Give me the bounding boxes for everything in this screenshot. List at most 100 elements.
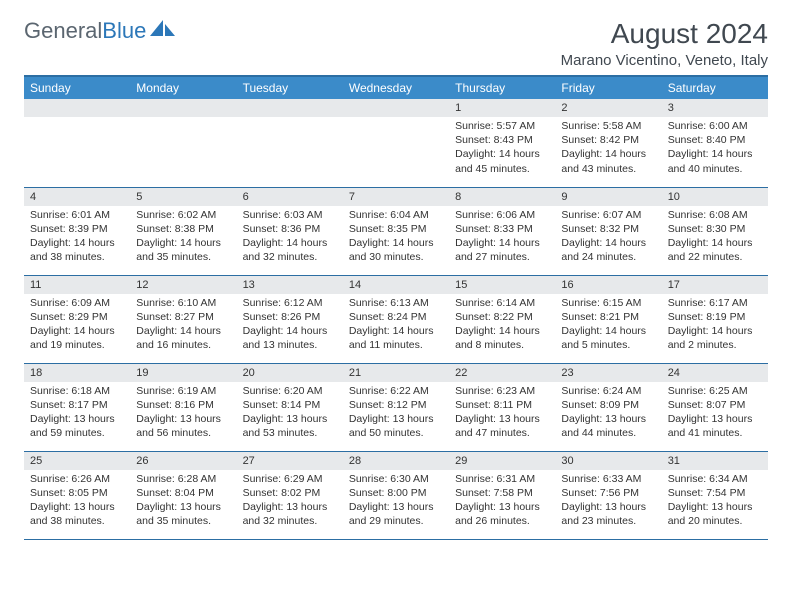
daylight-text: Daylight: 13 hours and 56 minutes. [136, 412, 230, 440]
day-cell: 31Sunrise: 6:34 AMSunset: 7:54 PMDayligh… [662, 451, 768, 539]
day-number: 28 [343, 452, 449, 470]
daylight-text: Daylight: 14 hours and 8 minutes. [455, 324, 549, 352]
day-number [237, 99, 343, 117]
day-number: 21 [343, 364, 449, 382]
day-cell: 13Sunrise: 6:12 AMSunset: 8:26 PMDayligh… [237, 275, 343, 363]
day-cell: 6Sunrise: 6:03 AMSunset: 8:36 PMDaylight… [237, 187, 343, 275]
day-cell: 2Sunrise: 5:58 AMSunset: 8:42 PMDaylight… [555, 99, 661, 187]
day-number: 12 [130, 276, 236, 294]
sunrise-text: Sunrise: 6:04 AM [349, 208, 443, 222]
sunrise-text: Sunrise: 6:07 AM [561, 208, 655, 222]
day-data: Sunrise: 6:29 AMSunset: 8:02 PMDaylight:… [237, 470, 343, 533]
sunset-text: Sunset: 8:19 PM [668, 310, 762, 324]
day-number: 20 [237, 364, 343, 382]
weekday-header-row: Sunday Monday Tuesday Wednesday Thursday… [24, 76, 768, 99]
day-data: Sunrise: 5:58 AMSunset: 8:42 PMDaylight:… [555, 117, 661, 180]
day-cell: 8Sunrise: 6:06 AMSunset: 8:33 PMDaylight… [449, 187, 555, 275]
day-number [130, 99, 236, 117]
day-data: Sunrise: 6:12 AMSunset: 8:26 PMDaylight:… [237, 294, 343, 357]
day-cell: 25Sunrise: 6:26 AMSunset: 8:05 PMDayligh… [24, 451, 130, 539]
title-block: August 2024 Marano Vicentino, Veneto, It… [561, 18, 768, 69]
day-cell: 17Sunrise: 6:17 AMSunset: 8:19 PMDayligh… [662, 275, 768, 363]
sunrise-text: Sunrise: 6:20 AM [243, 384, 337, 398]
day-number: 22 [449, 364, 555, 382]
day-number [24, 99, 130, 117]
day-cell: 21Sunrise: 6:22 AMSunset: 8:12 PMDayligh… [343, 363, 449, 451]
col-wednesday: Wednesday [343, 76, 449, 99]
daylight-text: Daylight: 14 hours and 19 minutes. [30, 324, 124, 352]
sunrise-text: Sunrise: 6:03 AM [243, 208, 337, 222]
day-cell: 30Sunrise: 6:33 AMSunset: 7:56 PMDayligh… [555, 451, 661, 539]
location-label: Marano Vicentino, Veneto, Italy [561, 52, 768, 69]
day-data: Sunrise: 6:33 AMSunset: 7:56 PMDaylight:… [555, 470, 661, 533]
day-data: Sunrise: 6:00 AMSunset: 8:40 PMDaylight:… [662, 117, 768, 180]
sunset-text: Sunset: 8:21 PM [561, 310, 655, 324]
daylight-text: Daylight: 13 hours and 20 minutes. [668, 500, 762, 528]
day-data: Sunrise: 6:10 AMSunset: 8:27 PMDaylight:… [130, 294, 236, 357]
day-number: 15 [449, 276, 555, 294]
week-row: 1Sunrise: 5:57 AMSunset: 8:43 PMDaylight… [24, 99, 768, 187]
sunset-text: Sunset: 8:38 PM [136, 222, 230, 236]
sunrise-text: Sunrise: 6:23 AM [455, 384, 549, 398]
day-number: 31 [662, 452, 768, 470]
sunset-text: Sunset: 8:33 PM [455, 222, 549, 236]
sunset-text: Sunset: 8:39 PM [30, 222, 124, 236]
day-cell [24, 99, 130, 187]
day-cell: 28Sunrise: 6:30 AMSunset: 8:00 PMDayligh… [343, 451, 449, 539]
sail-icon [150, 18, 176, 44]
daylight-text: Daylight: 14 hours and 11 minutes. [349, 324, 443, 352]
sunset-text: Sunset: 8:14 PM [243, 398, 337, 412]
sunrise-text: Sunrise: 5:58 AM [561, 119, 655, 133]
brand-part1: General [24, 18, 102, 44]
sunrise-text: Sunrise: 6:14 AM [455, 296, 549, 310]
brand-part2: Blue [102, 18, 146, 44]
day-cell: 12Sunrise: 6:10 AMSunset: 8:27 PMDayligh… [130, 275, 236, 363]
sunset-text: Sunset: 8:11 PM [455, 398, 549, 412]
day-cell [130, 99, 236, 187]
day-cell: 9Sunrise: 6:07 AMSunset: 8:32 PMDaylight… [555, 187, 661, 275]
day-cell: 24Sunrise: 6:25 AMSunset: 8:07 PMDayligh… [662, 363, 768, 451]
week-row: 25Sunrise: 6:26 AMSunset: 8:05 PMDayligh… [24, 451, 768, 539]
day-data: Sunrise: 6:08 AMSunset: 8:30 PMDaylight:… [662, 206, 768, 269]
day-number: 8 [449, 188, 555, 206]
day-cell: 19Sunrise: 6:19 AMSunset: 8:16 PMDayligh… [130, 363, 236, 451]
calendar-page: GeneralBlue August 2024 Marano Vicentino… [0, 0, 792, 552]
daylight-text: Daylight: 13 hours and 38 minutes. [30, 500, 124, 528]
day-data: Sunrise: 6:34 AMSunset: 7:54 PMDaylight:… [662, 470, 768, 533]
day-cell [237, 99, 343, 187]
daylight-text: Daylight: 13 hours and 44 minutes. [561, 412, 655, 440]
day-data: Sunrise: 6:04 AMSunset: 8:35 PMDaylight:… [343, 206, 449, 269]
day-data: Sunrise: 6:17 AMSunset: 8:19 PMDaylight:… [662, 294, 768, 357]
sunset-text: Sunset: 8:36 PM [243, 222, 337, 236]
sunrise-text: Sunrise: 6:18 AM [30, 384, 124, 398]
day-data: Sunrise: 6:02 AMSunset: 8:38 PMDaylight:… [130, 206, 236, 269]
sunrise-text: Sunrise: 6:19 AM [136, 384, 230, 398]
daylight-text: Daylight: 13 hours and 47 minutes. [455, 412, 549, 440]
daylight-text: Daylight: 14 hours and 40 minutes. [668, 147, 762, 175]
daylight-text: Daylight: 14 hours and 30 minutes. [349, 236, 443, 264]
day-cell: 4Sunrise: 6:01 AMSunset: 8:39 PMDaylight… [24, 187, 130, 275]
week-row: 11Sunrise: 6:09 AMSunset: 8:29 PMDayligh… [24, 275, 768, 363]
day-number: 7 [343, 188, 449, 206]
sunset-text: Sunset: 8:43 PM [455, 133, 549, 147]
day-data: Sunrise: 6:31 AMSunset: 7:58 PMDaylight:… [449, 470, 555, 533]
col-sunday: Sunday [24, 76, 130, 99]
sunrise-text: Sunrise: 6:24 AM [561, 384, 655, 398]
day-data: Sunrise: 6:24 AMSunset: 8:09 PMDaylight:… [555, 382, 661, 445]
day-data: Sunrise: 6:18 AMSunset: 8:17 PMDaylight:… [24, 382, 130, 445]
col-monday: Monday [130, 76, 236, 99]
sunrise-text: Sunrise: 6:08 AM [668, 208, 762, 222]
day-data: Sunrise: 6:30 AMSunset: 8:00 PMDaylight:… [343, 470, 449, 533]
daylight-text: Daylight: 13 hours and 32 minutes. [243, 500, 337, 528]
col-thursday: Thursday [449, 76, 555, 99]
sunrise-text: Sunrise: 6:15 AM [561, 296, 655, 310]
day-data: Sunrise: 6:15 AMSunset: 8:21 PMDaylight:… [555, 294, 661, 357]
header: GeneralBlue August 2024 Marano Vicentino… [24, 18, 768, 69]
day-number: 3 [662, 99, 768, 117]
day-data: Sunrise: 6:26 AMSunset: 8:05 PMDaylight:… [24, 470, 130, 533]
day-number: 18 [24, 364, 130, 382]
day-data: Sunrise: 6:09 AMSunset: 8:29 PMDaylight:… [24, 294, 130, 357]
day-number: 23 [555, 364, 661, 382]
daylight-text: Daylight: 13 hours and 29 minutes. [349, 500, 443, 528]
day-number: 6 [237, 188, 343, 206]
